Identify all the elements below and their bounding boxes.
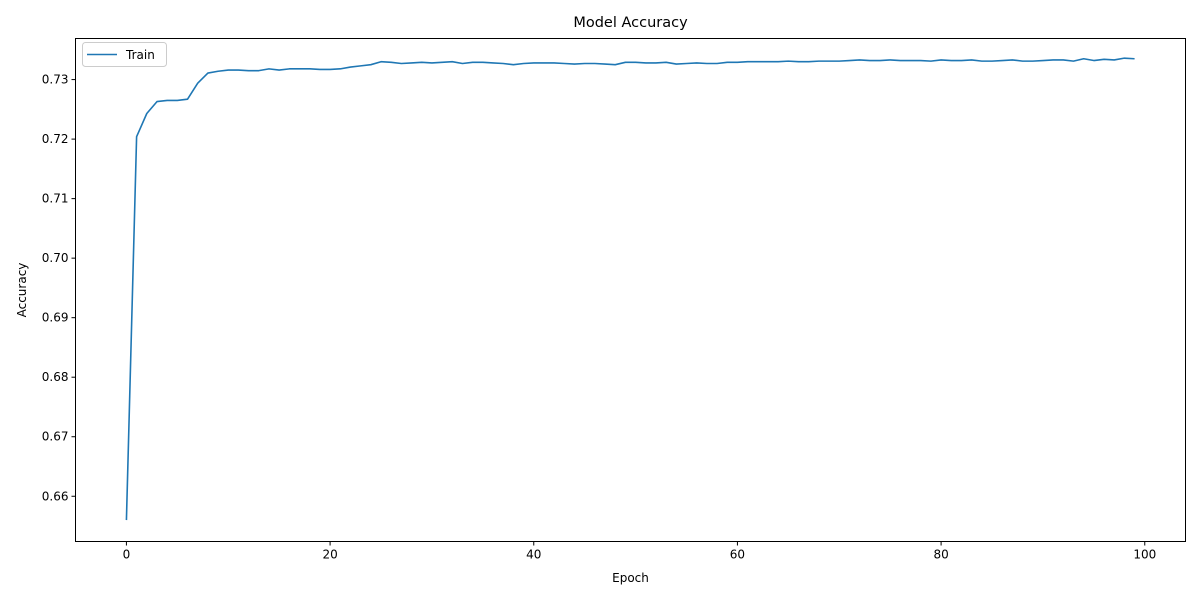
x-tick-label: 60 <box>730 548 745 562</box>
x-axis-ticks: 0 20 40 60 80 100 <box>123 541 1156 562</box>
legend-box <box>82 42 167 67</box>
y-tick-label: 0.72 <box>42 132 69 146</box>
y-tick-label: 0.69 <box>42 311 69 325</box>
y-axis-label: Accuracy <box>15 263 29 318</box>
x-tick-label: 80 <box>933 548 948 562</box>
x-axis-label: Epoch <box>612 571 649 585</box>
series-line-train <box>125 57 1135 521</box>
x-tick-label: 100 <box>1133 548 1156 562</box>
legend-label-train: Train <box>125 48 155 62</box>
y-tick-label: 0.70 <box>42 251 69 265</box>
chart-title: Model Accuracy <box>573 15 688 31</box>
x-tick-label: 20 <box>322 548 337 562</box>
y-tick-label: 0.68 <box>42 370 69 384</box>
y-tick-label: 0.66 <box>42 489 69 503</box>
series-layer <box>125 57 1135 521</box>
y-axis-ticks: 0.66 0.67 0.68 0.69 0.70 0.71 0.72 0.73 <box>42 73 76 503</box>
y-tick-label: 0.71 <box>42 192 69 206</box>
plot-area: 0 20 40 60 80 100 0.66 0.67 0.68 0.69 0.70 0.71 0.7… <box>42 38 1186 562</box>
x-tick-label: 0 <box>123 548 131 562</box>
legend: Train <box>82 42 167 67</box>
x-tick-label: 40 <box>526 548 541 562</box>
y-tick-label: 0.67 <box>42 430 69 444</box>
y-tick-label: 0.73 <box>42 73 69 87</box>
plot-frame <box>75 38 1186 542</box>
